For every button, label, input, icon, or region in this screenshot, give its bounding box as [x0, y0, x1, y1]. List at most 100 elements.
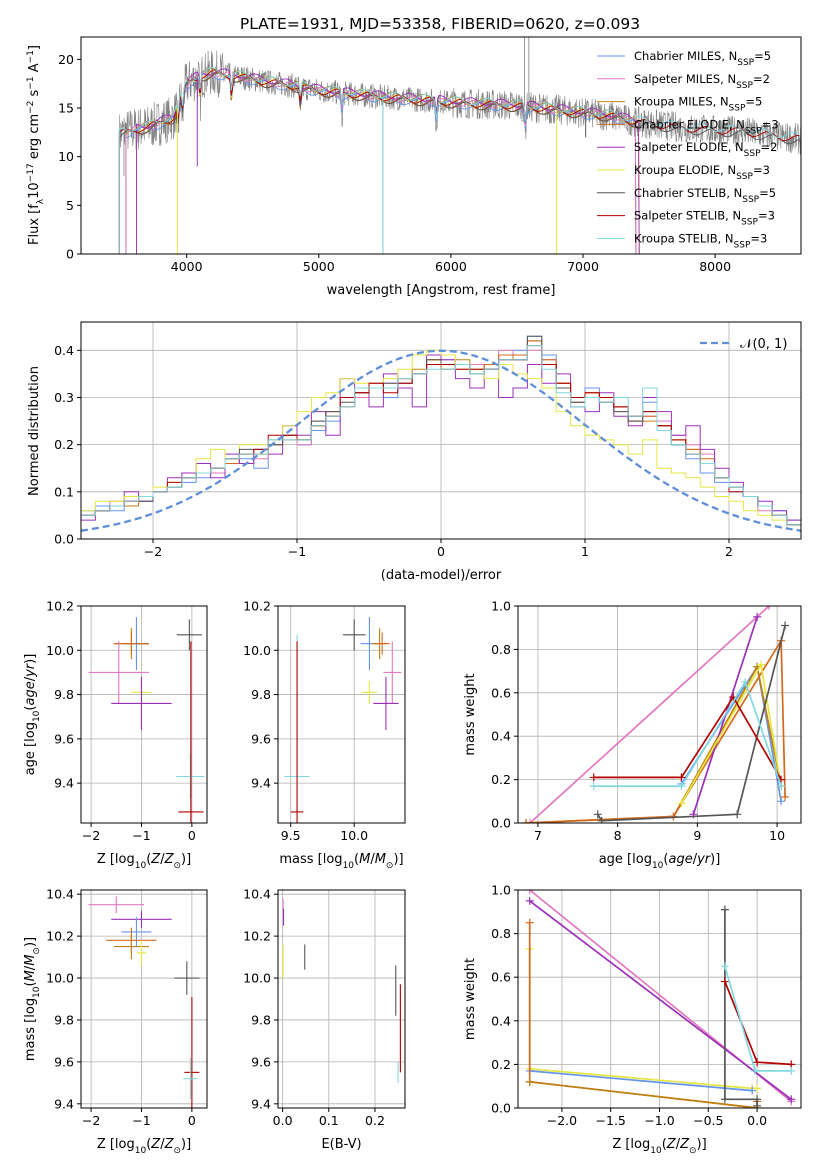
- y-tick-label: 0.8: [491, 642, 511, 657]
- y-tick-label: 0.8: [491, 926, 511, 941]
- mass-weight-marker: [525, 890, 534, 894]
- x-tick-label: 2: [725, 544, 733, 559]
- residual-histogram: [81, 345, 801, 526]
- mass-weight-line: [525, 637, 786, 823]
- x-tick-label: 0.0: [273, 1113, 293, 1128]
- mass-weight-marker: [781, 792, 790, 801]
- plot-area: [282, 898, 401, 1083]
- axes-frame: 0.0 0.1 0.2 9.4 9.6 9.8 10.0 10.2 10.4 E(B-V): [243, 887, 406, 1152]
- model-spectrum: [136, 68, 640, 254]
- mass-weight-marker: [525, 918, 534, 927]
- legend-label: 𝒩(0, 1): [740, 337, 787, 352]
- x-tick-label: −2: [144, 544, 162, 559]
- mass-weight-vs-Z-panel: −2.0 −1.5 −1.0 −0.5 0.0 0.0 0.2 0.4 0.6 0.8 1.0 Z […: [463, 883, 802, 1156]
- model-spectrum: [118, 67, 801, 254]
- mass-weight-marker: [777, 797, 786, 806]
- legend-label: Salpeter ELODIE, NSSP=2: [634, 140, 777, 159]
- mass-weight-marker: [787, 1095, 796, 1104]
- mass-weight-marker: [525, 896, 534, 905]
- y-tick-label: 9.6: [251, 731, 271, 746]
- x-axis-label: mass [log10(M/M⊙)]: [279, 852, 403, 871]
- x-tick-label: −1: [288, 544, 306, 559]
- y-tick-label: 0.2: [491, 772, 511, 787]
- y-tick-label: 10.2: [46, 929, 74, 944]
- plot-area: [521, 606, 790, 823]
- legend-label: Salpeter STELIB, NSSP=3: [634, 209, 775, 228]
- x-tick-label: 0.0: [747, 1113, 767, 1128]
- residual-histogram: [81, 349, 801, 526]
- y-tick-label: 1.0: [491, 599, 511, 614]
- x-tick-label: 7000: [567, 259, 599, 274]
- gaussian-curve: [81, 349, 801, 532]
- mass-weight-vs-age-panel: 7 8 9 10 0.0 0.2 0.4 0.6 0.8 1.0 age [log10(age/yr…: [463, 599, 802, 871]
- x-tick-label: −1.0: [644, 1113, 674, 1128]
- y-tick-label: 9.8: [251, 1012, 271, 1027]
- mass-weight-marker: [589, 782, 598, 791]
- mass-weight-line: [680, 662, 782, 804]
- mass-weight-marker: [753, 1058, 762, 1067]
- x-tick-label: 0: [437, 544, 445, 559]
- legend-label: Kroupa STELIB, NSSP=3: [634, 231, 767, 250]
- figure-title: PLATE=1931, MJD=53358, FIBERID=0620, z=0…: [240, 15, 640, 33]
- y-tick-label: 0.2: [54, 437, 74, 452]
- y-tick-label: 9.8: [54, 687, 74, 702]
- x-tick-label: 0: [188, 1113, 196, 1128]
- x-tick-label: 0.2: [365, 1113, 385, 1128]
- x-tick-label: −0.5: [693, 1113, 723, 1128]
- x-tick-label: 5000: [303, 259, 335, 274]
- mass-weight-marker: [720, 962, 729, 971]
- y-tick-label: 10.4: [46, 887, 74, 902]
- x-axis-label: (data-model)/error: [381, 568, 502, 583]
- plot-area: [284, 617, 402, 823]
- x-axis-label: Z [log10(Z/Z⊙)]: [97, 1137, 191, 1156]
- plot-area: [118, 37, 801, 254]
- y-tick-label: 10.0: [46, 643, 74, 658]
- x-tick-label: 8: [614, 828, 622, 843]
- axes-border: [277, 889, 406, 1109]
- axes-frame: −2 −1 0 9.4 9.6 9.8 10.0 10.2 10.4 Z [log10(Z/Z⊙)…: [23, 887, 208, 1156]
- mass-weight-marker: [525, 819, 534, 823]
- observed-spectrum: [119, 50, 801, 158]
- y-tick-label: 0.2: [491, 1057, 511, 1072]
- x-tick-label: −1.5: [596, 1113, 626, 1128]
- x-tick-label: 8000: [699, 259, 731, 274]
- mass-weight-marker: [525, 1077, 534, 1086]
- y-tick-label: 20: [58, 52, 74, 67]
- y-tick-label: 10.0: [243, 643, 271, 658]
- mass-weight-marker: [787, 1066, 796, 1075]
- mass-weight-line: [593, 695, 782, 781]
- y-tick-label: 0.1: [54, 484, 74, 499]
- mass-weight-line: [724, 909, 758, 1106]
- mass-weight-line: [724, 981, 792, 1066]
- x-tick-label: 1: [581, 544, 589, 559]
- y-tick-label: 9.6: [54, 1054, 74, 1069]
- mass-weight-marker: [781, 621, 790, 630]
- mass-weight-marker: [751, 1066, 760, 1075]
- mass-weight-marker: [677, 782, 686, 791]
- y-axis-label: Normed distribution: [27, 366, 42, 496]
- y-tick-label: 10.0: [243, 971, 271, 986]
- x-tick-label: 4000: [171, 259, 203, 274]
- axes-frame: 4000 5000 6000 7000 8000 0 5 10 15 20 wavelength […: [26, 36, 802, 298]
- x-axis-label: Z [log10(Z/Z⊙)]: [97, 852, 191, 871]
- y-tick-label: 0.0: [54, 532, 74, 547]
- mass-weight-line: [529, 1080, 758, 1108]
- x-tick-label: 0: [188, 828, 196, 843]
- legend-label: Salpeter MILES, NSSP=2: [634, 72, 770, 91]
- model-spectrum: [125, 71, 637, 254]
- mass-vs-Z-panel: −2 −1 0 9.4 9.6 9.8 10.0 10.2 10.4 Z [log10(Z/Z⊙)…: [23, 887, 208, 1156]
- y-tick-label: 9.6: [251, 1054, 271, 1069]
- x-axis-label: E(B-V): [321, 1137, 361, 1152]
- axes-border: [80, 889, 208, 1109]
- legend-label: Chabrier STELIB, NSSP=5: [634, 186, 776, 205]
- mass-weight-marker: [720, 1095, 729, 1104]
- axes-border: [80, 36, 802, 255]
- y-tick-label: 9.4: [54, 776, 74, 791]
- mass-weight-marker: [748, 1086, 757, 1095]
- residual-panel: −2 −1 0 1 2 0.0 0.1 0.2 0.3 0.4 (data-model)/error…: [27, 321, 802, 583]
- mass-weight-line: [529, 1070, 753, 1092]
- y-axis-label: age [log10(age/yr)]: [23, 654, 42, 776]
- y-tick-label: 10.2: [243, 599, 271, 614]
- mass-weight-marker: [593, 810, 602, 819]
